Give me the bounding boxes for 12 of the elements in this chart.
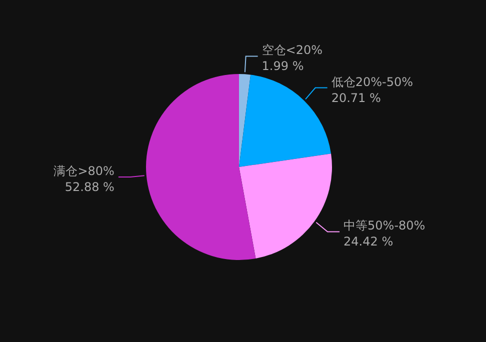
slice-label: 低仓20%-50%: [331, 74, 414, 89]
slice-label: 空仓<20%: [262, 43, 323, 58]
data-label: 20.71 %: [331, 90, 381, 105]
pie-slice: [239, 154, 332, 258]
data-label: 24.42 %: [344, 234, 394, 249]
pie-slice: [146, 74, 256, 260]
slice-label: 满仓>80%: [54, 164, 114, 178]
slice-label: 中等50%-80%: [344, 218, 426, 233]
data-label: 52.88 %: [64, 180, 114, 194]
data-label: 1.99 %: [262, 59, 304, 74]
pie-slice: [239, 74, 251, 167]
pie-slice: [239, 74, 332, 167]
